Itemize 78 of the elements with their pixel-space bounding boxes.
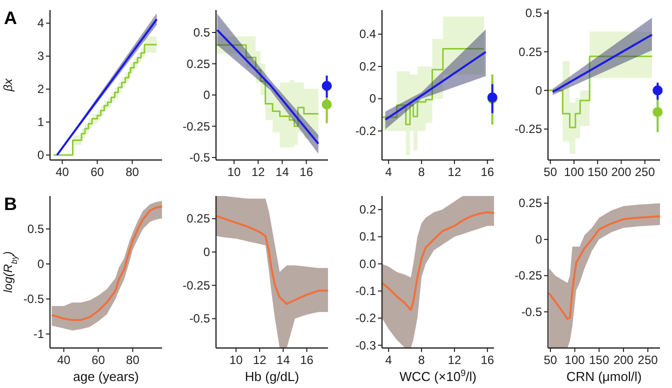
x-tick-label: 12 — [251, 165, 266, 179]
x-tick-label: 12 — [448, 165, 462, 179]
y-tick-label: -0.25 — [514, 122, 542, 136]
y-tick-label: 0 — [203, 88, 210, 102]
x-tick-label: 100 — [564, 165, 584, 179]
y-tick-label: 0.1 — [359, 230, 376, 244]
x-tick-label: 80 — [126, 165, 140, 179]
y-tick-label: 0.5 — [193, 26, 210, 40]
y-tick-label: 0.0 — [359, 256, 376, 271]
y-tick-label: 0.5 — [27, 222, 44, 236]
y-tick-label: 0.25 — [186, 56, 210, 71]
y-tick-label: 4 — [37, 16, 44, 30]
x-tick-label: 60 — [90, 165, 104, 179]
y-tick-label: -0.25 — [514, 268, 542, 283]
y-tick-label: 0 — [37, 256, 44, 271]
y-tick-label: 0.2 — [359, 59, 376, 74]
x-tick-label: 40 — [57, 353, 71, 367]
y-tick-label: 0.5 — [525, 6, 542, 20]
x-axis-title: Hb (g/dL) — [244, 369, 300, 384]
y-tick-label: 0.2 — [359, 202, 376, 217]
x-axis-title: CRN (μmol/l) — [566, 369, 642, 384]
x-axis-title: WCC (×10$^{9}$/l) — [400, 368, 476, 384]
y-tick-label: 0.25 — [518, 196, 542, 210]
y-tick-label: 1 — [37, 115, 44, 130]
x-tick-label: 250 — [634, 165, 656, 179]
x-tick-label: 8 — [418, 353, 426, 367]
x-tick-label: 8 — [418, 165, 426, 179]
x-tick-label: 60 — [92, 353, 106, 367]
x-tick-label: 4 — [385, 165, 392, 179]
x-tick-label: 250 — [638, 353, 658, 367]
line-series — [382, 211, 495, 311]
chart-title: B — [4, 194, 17, 214]
x-tick-label: 12 — [448, 353, 462, 367]
y-tick-label: -0.5 — [23, 292, 44, 306]
y-tick-label: -0.2 — [355, 124, 376, 138]
y-tick-label: 2 — [37, 82, 44, 96]
y-tick-label: 0 — [203, 245, 210, 259]
x-tick-label: 10 — [227, 165, 242, 179]
x-tick-label: 50 — [544, 353, 558, 367]
x-tick-label: 150 — [589, 353, 610, 367]
x-tick-label: 14 — [276, 165, 290, 179]
x-tick-label: 16 — [300, 353, 314, 367]
chart-title: A — [4, 8, 17, 28]
x-tick-label: 12 — [252, 353, 267, 367]
y-tick-label: -0.3 — [355, 338, 376, 352]
y-tick-label: 0 — [535, 83, 542, 98]
x-tick-label: 50 — [544, 165, 558, 179]
y-tick-label: 3 — [37, 49, 44, 64]
y-tick-label: 0 — [37, 148, 44, 162]
x-axis-title: age (years) — [73, 369, 139, 384]
y-tick-label: -0.5 — [189, 312, 210, 326]
y-tick-label: 0 — [369, 92, 376, 106]
x-tick-label: 200 — [613, 353, 634, 367]
x-tick-label: 100 — [564, 353, 586, 367]
x-tick-label: 40 — [56, 165, 70, 179]
y-tick-label: 0.25 — [518, 44, 542, 59]
x-tick-label: 200 — [611, 165, 632, 179]
y-tick-label: 0 — [535, 232, 542, 246]
y-tick-label: -0.1 — [355, 284, 376, 298]
x-tick-label: 16 — [300, 165, 314, 179]
x-tick-label: 4 — [385, 353, 392, 367]
y-tick-label: 0.25 — [186, 212, 210, 226]
x-tick-label: 150 — [588, 165, 608, 179]
x-tick-label: 14 — [276, 353, 290, 367]
x-tick-label: 16 — [480, 353, 494, 367]
y-tick-label: -0.2 — [355, 311, 376, 326]
y-tick-label: 0.4 — [359, 27, 376, 42]
y-tick-label: -0.5 — [189, 150, 210, 164]
y-tick-label: -0.25 — [182, 119, 210, 134]
x-tick-label: 16 — [480, 165, 494, 179]
y-tick-label: -1 — [33, 326, 44, 341]
x-tick-label: 80 — [126, 353, 140, 367]
y-axis-title: βx — [1, 78, 15, 92]
y-tick-label: -0.5 — [521, 304, 542, 319]
y-tick-label: -0.25 — [182, 278, 210, 292]
line-series — [216, 215, 329, 305]
x-tick-label: 10 — [229, 353, 244, 367]
line-series — [548, 215, 661, 320]
